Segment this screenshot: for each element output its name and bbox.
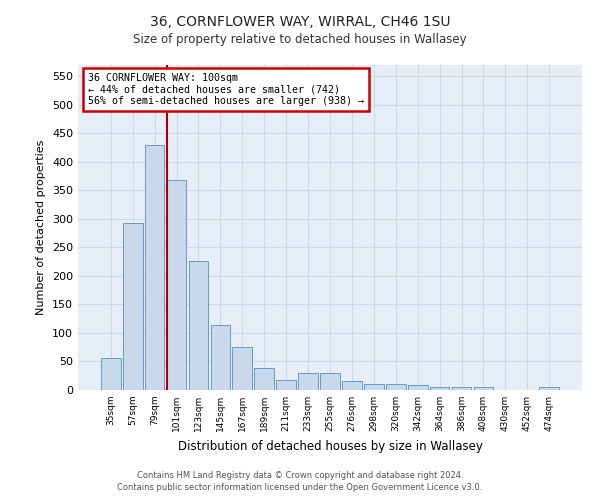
Y-axis label: Number of detached properties: Number of detached properties bbox=[37, 140, 46, 315]
Bar bbox=[342, 381, 362, 390]
Bar bbox=[123, 223, 143, 390]
Bar bbox=[254, 368, 274, 390]
Bar bbox=[452, 387, 472, 390]
Bar bbox=[188, 260, 208, 390]
Bar bbox=[430, 387, 449, 390]
Bar bbox=[276, 380, 296, 390]
Text: Contains HM Land Registry data © Crown copyright and database right 2024.
Contai: Contains HM Land Registry data © Crown c… bbox=[118, 471, 482, 492]
Bar bbox=[101, 358, 121, 390]
Bar bbox=[167, 180, 187, 390]
Bar bbox=[539, 387, 559, 390]
Text: 36, CORNFLOWER WAY, WIRRAL, CH46 1SU: 36, CORNFLOWER WAY, WIRRAL, CH46 1SU bbox=[150, 15, 450, 29]
Bar bbox=[211, 325, 230, 390]
Text: 36 CORNFLOWER WAY: 100sqm
← 44% of detached houses are smaller (742)
56% of semi: 36 CORNFLOWER WAY: 100sqm ← 44% of detac… bbox=[88, 73, 364, 106]
Bar bbox=[320, 373, 340, 390]
Bar bbox=[364, 384, 384, 390]
Bar bbox=[232, 346, 252, 390]
Bar bbox=[473, 387, 493, 390]
Bar bbox=[145, 145, 164, 390]
Bar bbox=[408, 386, 428, 390]
X-axis label: Distribution of detached houses by size in Wallasey: Distribution of detached houses by size … bbox=[178, 440, 482, 452]
Text: Size of property relative to detached houses in Wallasey: Size of property relative to detached ho… bbox=[133, 32, 467, 46]
Bar bbox=[298, 373, 318, 390]
Bar bbox=[386, 384, 406, 390]
